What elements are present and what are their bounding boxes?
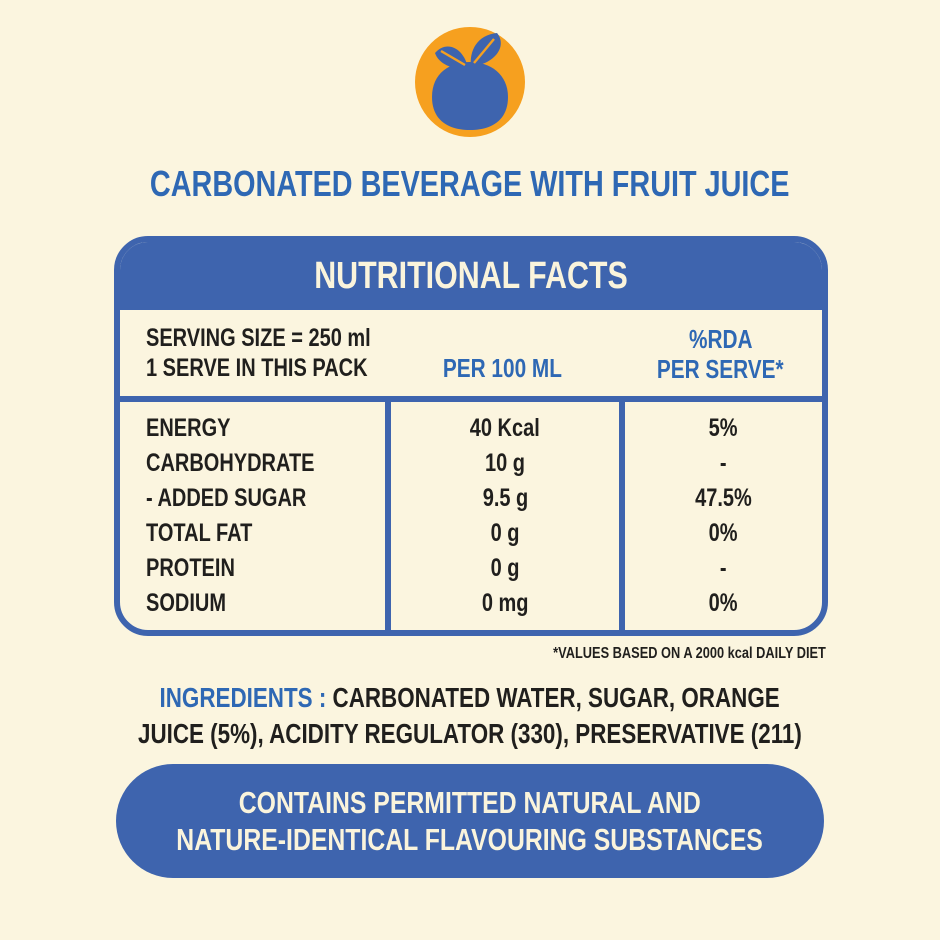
rda-column: 5% - 47.5% 0% - 0% bbox=[619, 402, 822, 630]
column-header-per-100ml: PER 100 ML bbox=[442, 353, 562, 383]
nutrient-label: SODIUM bbox=[146, 589, 226, 617]
serving-size-info: SERVING SIZE = 250 ml 1 SERVE IN THIS PA… bbox=[120, 310, 385, 396]
header-divider-line bbox=[120, 396, 822, 402]
nutrient-label-column: ENERGY CARBOHYDRATE - ADDED SUGAR TOTAL … bbox=[120, 402, 385, 630]
nutrient-label: CARBOHYDRATE bbox=[146, 449, 315, 477]
rda-header-line-1: %RDA bbox=[688, 324, 753, 354]
serving-header-row: SERVING SIZE = 250 ml 1 SERVE IN THIS PA… bbox=[120, 310, 822, 396]
product-title: CARBONATED BEVERAGE WITH FRUIT JUICE bbox=[0, 163, 940, 205]
nutrient-value: 10 g bbox=[484, 449, 526, 477]
nutrient-label: ENERGY bbox=[146, 414, 231, 442]
ingredients-line-2: JUICE (5%), ACIDITY REGULATOR (330), PRE… bbox=[0, 716, 940, 752]
claim-line-1: CONTAINS PERMITTED NATURAL AND bbox=[239, 785, 701, 820]
ingredients-text-1: CARBONATED WATER, SUGAR, ORANGE bbox=[326, 682, 781, 713]
rda-header-line-2: PER SERVE* bbox=[657, 354, 784, 384]
nutrient-rda: - bbox=[720, 449, 727, 477]
nutrient-rda: 0% bbox=[709, 519, 738, 547]
nutrient-value: 0 g bbox=[490, 554, 520, 582]
product-title-text: CARBONATED BEVERAGE WITH FRUIT JUICE bbox=[150, 163, 790, 204]
nutrient-value: 9.5 g bbox=[482, 484, 528, 512]
nutrient-label: PROTEIN bbox=[146, 554, 235, 582]
values-footnote: *VALUES BASED ON A 2000 kcal DAILY DIET bbox=[553, 645, 826, 662]
per-100ml-column: 40 Kcal 10 g 9.5 g 0 g 0 g 0 mg bbox=[385, 402, 619, 630]
nutrient-rda: 47.5% bbox=[695, 484, 752, 512]
nutrient-rda: 0% bbox=[709, 589, 738, 617]
nutrient-value: 0 g bbox=[490, 519, 520, 547]
flavouring-claim-box: CONTAINS PERMITTED NATURAL AND NATURE-ID… bbox=[116, 764, 824, 878]
ingredients-text-2: JUICE (5%), ACIDITY REGULATOR (330), PRE… bbox=[138, 718, 802, 749]
nutrient-label: TOTAL FAT bbox=[146, 519, 253, 547]
column-header-rda: %RDA PER SERVE* bbox=[619, 310, 822, 396]
nutrient-label: - ADDED SUGAR bbox=[146, 484, 307, 512]
nutrient-rda: 5% bbox=[709, 414, 738, 442]
ingredients-label: INGREDIENTS : bbox=[159, 682, 327, 713]
nutrition-facts-panel: NUTRITIONAL FACTS SERVING SIZE = 250 ml … bbox=[114, 236, 828, 636]
serving-size-line: SERVING SIZE = 250 ml bbox=[146, 324, 371, 352]
panel-header: NUTRITIONAL FACTS bbox=[120, 242, 822, 310]
serves-per-pack-line: 1 SERVE IN THIS PACK bbox=[146, 354, 368, 382]
panel-header-title: NUTRITIONAL FACTS bbox=[314, 254, 628, 297]
ingredients-section: INGREDIENTS : CARBONATED WATER, SUGAR, O… bbox=[0, 680, 940, 752]
ingredients-line-1: INGREDIENTS : CARBONATED WATER, SUGAR, O… bbox=[0, 680, 940, 716]
nutrient-value: 40 Kcal bbox=[469, 414, 541, 442]
nutrient-table: ENERGY CARBOHYDRATE - ADDED SUGAR TOTAL … bbox=[120, 402, 822, 630]
nutrient-value: 0 mg bbox=[481, 589, 529, 617]
claim-line-2: NATURE-IDENTICAL FLAVOURING SUBSTANCES bbox=[176, 822, 764, 857]
nutrient-rda: - bbox=[720, 554, 727, 582]
orange-fruit-icon bbox=[415, 27, 525, 137]
